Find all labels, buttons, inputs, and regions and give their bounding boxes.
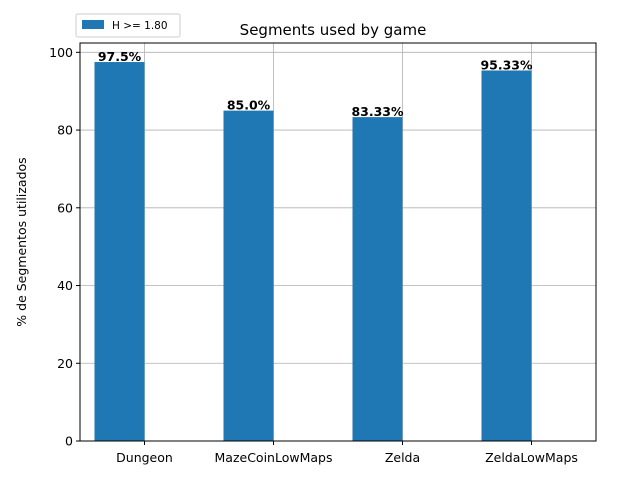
y-tick-label: 0: [65, 434, 73, 449]
y-tick-label: 40: [57, 278, 73, 293]
data-labels: 97.5% 85.0% 83.33% 95.33%: [98, 49, 533, 119]
legend: H >= 1.80: [75, 13, 181, 38]
bar: [352, 117, 403, 442]
legend-box: [75, 13, 181, 38]
y-tick-label: 80: [57, 123, 73, 138]
y-tick-label: 60: [57, 200, 73, 215]
data-label: 97.5%: [98, 49, 142, 64]
y-tick-label: 20: [57, 356, 73, 371]
y-axis-label: % de Segmentos utilizados: [14, 157, 29, 326]
y-axis-ticks: 0 20 40 60 80 100: [49, 45, 80, 449]
data-label: 85.0%: [227, 98, 271, 113]
bar: [94, 62, 145, 441]
x-axis-ticks: Dungeon MazeCoinLowMaps Zelda ZeldaLowMaps: [116, 441, 578, 465]
data-label: 83.33%: [351, 104, 404, 119]
bar: [481, 70, 532, 442]
y-tick-label: 100: [49, 45, 73, 60]
legend-label: H >= 1.80: [112, 20, 168, 32]
bar: [223, 110, 274, 441]
data-label: 95.33%: [480, 57, 533, 72]
x-tick-label: Zelda: [385, 450, 420, 465]
x-tick-label: Dungeon: [116, 450, 173, 465]
plot-frame: [79, 42, 597, 442]
x-tick-label: MazeCoinLowMaps: [215, 450, 333, 465]
legend-swatch: [82, 20, 104, 29]
bars: [94, 62, 532, 442]
chart-title: Segments used by game: [240, 21, 427, 39]
x-tick-label: ZeldaLowMaps: [485, 450, 578, 465]
